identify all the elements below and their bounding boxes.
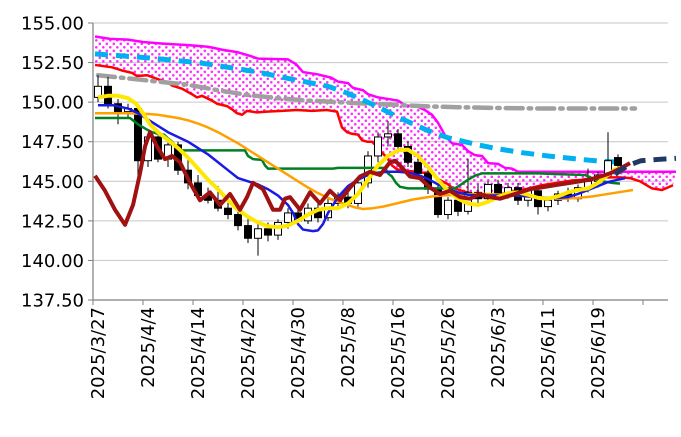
candle-down [234, 214, 242, 227]
candle-down [394, 133, 402, 147]
candle-up [284, 212, 292, 223]
long-ma-dashed-cyan [94, 51, 621, 165]
x-axis-label: 2025/4/14 [188, 307, 209, 399]
y-axis-label: 140.00 [21, 251, 84, 272]
y-axis-label: 152.50 [21, 53, 84, 74]
x-axis-label: 2025/5/16 [388, 307, 409, 399]
candle-up [484, 183, 492, 200]
candle-up [544, 199, 552, 208]
candle-down [244, 225, 252, 239]
candle-down [404, 145, 412, 163]
projection-dashed-navy [613, 155, 677, 177]
candle-up [254, 228, 262, 239]
candle-down [264, 228, 272, 236]
y-axis-label: 150.00 [21, 93, 84, 114]
candle-down [224, 207, 232, 216]
candle-down [494, 183, 502, 195]
candle-down [614, 157, 622, 166]
span-b-cloud-top [94, 35, 676, 174]
x-axis-label: 2025/4/4 [138, 307, 159, 388]
x-axis-label: 2025/6/3 [488, 307, 509, 388]
y-axis-label: 147.50 [21, 132, 84, 153]
candle-up [384, 133, 392, 138]
x-axis-label: 2025/4/30 [288, 307, 309, 399]
ichimoku-cloud [95, 36, 676, 198]
y-axis-label: 142.50 [21, 211, 84, 232]
candle-up [374, 136, 382, 157]
x-axis-label: 2025/6/11 [538, 307, 559, 399]
lagging-line-maroon [93, 130, 631, 227]
x-axis-label: 2025/6/19 [588, 307, 609, 399]
x-axis-label: 2025/5/8 [338, 307, 359, 388]
x-axis-label: 2025/4/22 [238, 307, 259, 399]
y-axis-label: 137.50 [21, 291, 84, 312]
candle-down [134, 107, 142, 162]
x-axis-labels: 2025/3/27 2025/4/4 2025/4/14 2025/4/22 2025/… [88, 307, 609, 399]
x-axis-label: 2025/3/27 [88, 307, 109, 399]
candle-down [414, 161, 422, 174]
candles [94, 75, 622, 256]
x-axis-label: 2025/5/26 [438, 307, 459, 399]
fast-ma-yellow [97, 93, 623, 230]
y-axis-label: 145.00 [21, 172, 84, 193]
y-axis-label: 155.00 [21, 14, 84, 35]
candle-up [444, 199, 452, 216]
trend-ma-dashdot-gray [95, 72, 638, 111]
